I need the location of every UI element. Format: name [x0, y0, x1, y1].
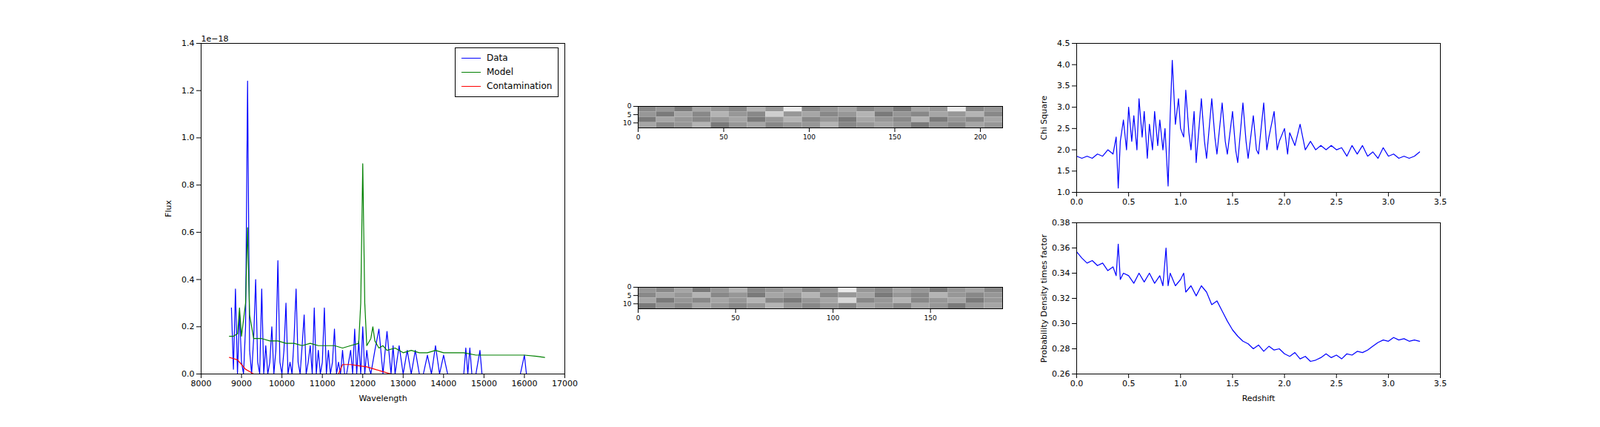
- svg-text:Probability Density times fact: Probability Density times factor: [1039, 233, 1049, 363]
- svg-text:0: 0: [636, 133, 641, 141]
- svg-text:11000: 11000: [309, 378, 336, 389]
- svg-text:10: 10: [622, 119, 632, 127]
- svg-text:0.2: 0.2: [181, 321, 195, 332]
- svg-text:0.6: 0.6: [181, 227, 195, 238]
- svg-text:16000: 16000: [511, 378, 538, 389]
- svg-text:0.0: 0.0: [1070, 378, 1084, 389]
- svg-text:0.30: 0.30: [1051, 318, 1071, 329]
- svg-text:0: 0: [627, 282, 632, 291]
- svg-text:3.5: 3.5: [1057, 80, 1071, 91]
- svg-text:0.4: 0.4: [181, 274, 195, 285]
- svg-text:2.5: 2.5: [1057, 123, 1071, 134]
- svg-text:4.0: 4.0: [1057, 60, 1071, 70]
- svg-text:3.5: 3.5: [1434, 378, 1448, 389]
- svg-text:1.5: 1.5: [1057, 165, 1071, 176]
- svg-text:13000: 13000: [390, 378, 417, 389]
- svg-text:0.32: 0.32: [1051, 293, 1071, 303]
- svg-text:0: 0: [627, 102, 632, 110]
- svg-text:150: 150: [924, 314, 938, 322]
- svg-text:0.5: 0.5: [1122, 197, 1136, 207]
- svg-text:2.0: 2.0: [1057, 145, 1071, 155]
- svg-text:10: 10: [622, 300, 632, 308]
- svg-text:1.0: 1.0: [1057, 187, 1071, 198]
- svg-text:100: 100: [802, 133, 816, 141]
- svg-text:1.2: 1.2: [181, 85, 195, 96]
- svg-text:0.36: 0.36: [1051, 242, 1071, 253]
- svg-text:50: 50: [719, 133, 729, 141]
- svg-text:2.0: 2.0: [1277, 378, 1292, 389]
- html-text:Model: Model: [486, 66, 514, 78]
- svg-text:1e−18: 1e−18: [201, 34, 229, 44]
- svg-text:12000: 12000: [349, 378, 376, 389]
- svg-text:0.34: 0.34: [1051, 268, 1071, 278]
- svg-text:Redshift: Redshift: [1242, 393, 1276, 403]
- svg-text:5: 5: [627, 111, 632, 119]
- svg-text:Chi Square: Chi Square: [1039, 95, 1049, 140]
- svg-text:2.0: 2.0: [1277, 197, 1292, 207]
- svg-text:15000: 15000: [471, 378, 498, 389]
- svg-text:0.0: 0.0: [1070, 197, 1084, 207]
- svg-text:1.0: 1.0: [1174, 197, 1188, 207]
- svg-text:4.5: 4.5: [1057, 38, 1071, 49]
- svg-text:2.5: 2.5: [1329, 197, 1343, 207]
- svg-text:Flux: Flux: [163, 200, 174, 218]
- html-text:Contamination: Contamination: [486, 80, 553, 92]
- svg-text:3.0: 3.0: [1382, 378, 1396, 389]
- svg-text:0.26: 0.26: [1051, 368, 1071, 379]
- svg-text:5: 5: [627, 291, 632, 300]
- svg-text:200: 200: [974, 133, 987, 141]
- svg-text:150: 150: [888, 133, 901, 141]
- svg-text:1.5: 1.5: [1225, 197, 1240, 207]
- svg-text:3.5: 3.5: [1434, 197, 1448, 207]
- svg-text:14000: 14000: [430, 378, 457, 389]
- svg-text:1.0: 1.0: [1174, 378, 1188, 389]
- svg-text:10000: 10000: [268, 378, 295, 389]
- svg-text:3.0: 3.0: [1382, 197, 1396, 207]
- svg-text:100: 100: [826, 314, 840, 322]
- svg-text:0.28: 0.28: [1051, 343, 1071, 354]
- svg-text:3.0: 3.0: [1057, 102, 1071, 112]
- svg-text:0: 0: [636, 314, 641, 322]
- svg-text:1.0: 1.0: [181, 132, 195, 143]
- svg-text:Wavelength: Wavelength: [358, 393, 407, 403]
- svg-text:9000: 9000: [231, 378, 252, 389]
- svg-text:2.5: 2.5: [1329, 378, 1343, 389]
- html-text:Data: Data: [486, 52, 508, 63]
- svg-text:1.4: 1.4: [181, 38, 195, 49]
- svg-text:8000: 8000: [191, 378, 212, 389]
- svg-text:0.38: 0.38: [1051, 217, 1071, 228]
- svg-text:50: 50: [731, 314, 740, 322]
- svg-text:0.8: 0.8: [181, 180, 195, 190]
- svg-text:0.0: 0.0: [181, 368, 195, 379]
- svg-text:17000: 17000: [551, 378, 578, 389]
- svg-text:1.5: 1.5: [1225, 378, 1240, 389]
- svg-text:0.5: 0.5: [1122, 378, 1136, 389]
